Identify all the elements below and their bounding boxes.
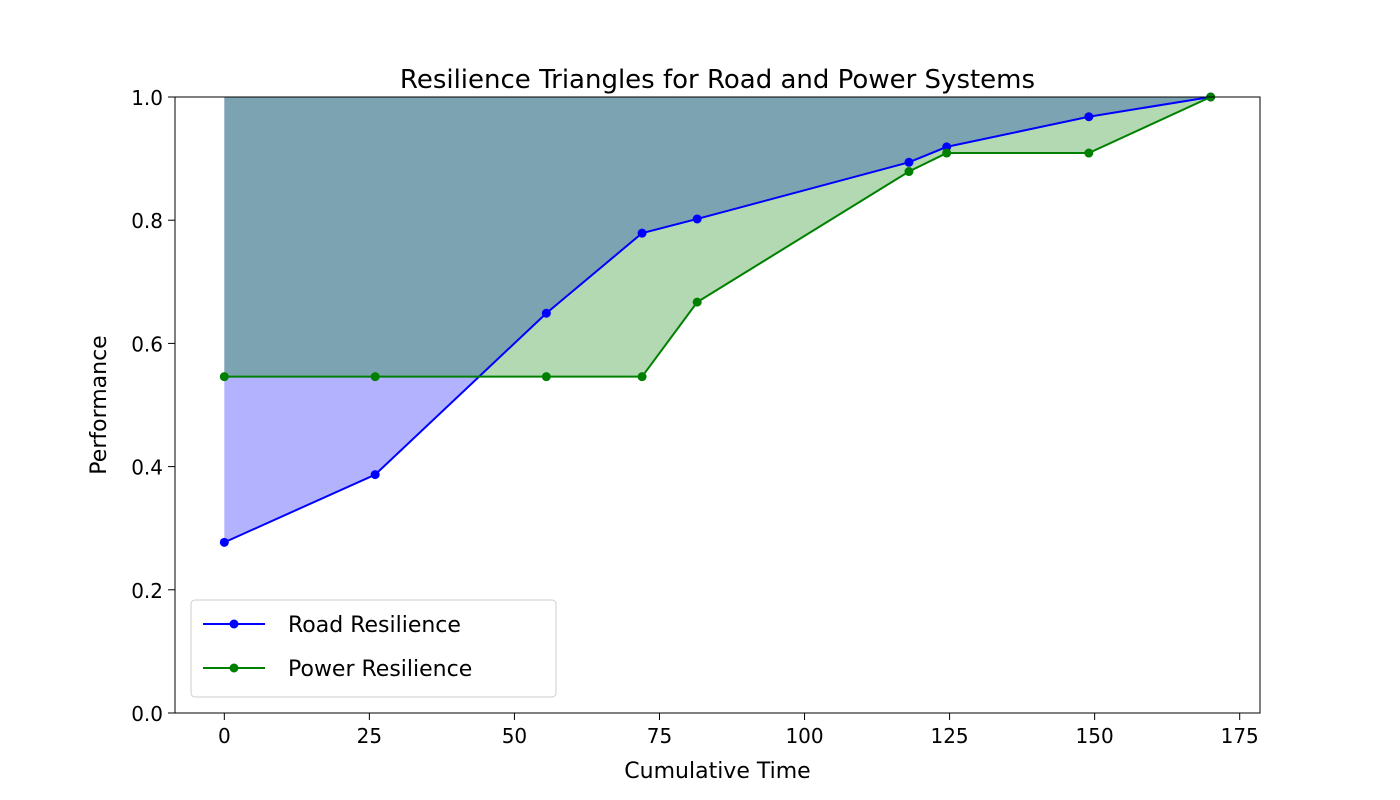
x-tick-label: 175 (1221, 724, 1259, 748)
x-tick-label: 100 (785, 724, 823, 748)
data-point-s1-1 (370, 470, 380, 480)
fill-areas (224, 97, 1211, 543)
legend: Road Resilience Power Resilience (190, 599, 557, 698)
data-point-s1-2 (541, 308, 551, 318)
data-point-s1-3 (637, 228, 647, 238)
data-point-s2-7 (1084, 148, 1094, 158)
x-tick-label: 50 (502, 724, 527, 748)
data-point-s2-1 (370, 372, 380, 382)
y-tick-label: 0.2 (131, 579, 163, 603)
x-tick-label: 125 (930, 724, 968, 748)
data-point-s1-0 (219, 537, 229, 547)
x-tick-label: 150 (1076, 724, 1114, 748)
legend-label: Road Resilience (288, 613, 461, 638)
y-tick-label: 1.0 (131, 86, 163, 110)
data-point-s1-5 (904, 157, 914, 167)
data-point-s2-6 (942, 148, 952, 158)
data-point-s1-4 (692, 214, 702, 224)
x-axis-ticks: 0 25 50 75 100 125 150 175 (218, 713, 1259, 748)
plot-area-frame (174, 96, 1261, 714)
series-markers (219, 92, 1216, 547)
y-axis-label: Performance (87, 335, 112, 474)
legend-box (190, 599, 557, 698)
legend-swatch-marker (229, 619, 239, 629)
fill-area-2 (224, 97, 1211, 377)
data-point-s1-7 (1084, 112, 1094, 122)
x-axis-label: Cumulative Time (624, 759, 810, 784)
data-point-s2-2 (541, 372, 551, 382)
y-axis-ticks: 0.0 0.2 0.4 0.6 0.8 1.0 (131, 86, 175, 726)
fill-area-1 (224, 97, 1211, 543)
legend-label: Power Resilience (288, 657, 472, 682)
x-tick-label: 25 (357, 724, 382, 748)
data-point-s2-5 (904, 167, 914, 177)
legend-swatch-marker (229, 663, 239, 673)
chart-title: Resilience Triangles for Road and Power … (400, 65, 1035, 95)
y-tick-label: 0.0 (131, 702, 163, 726)
y-tick-label: 0.4 (131, 456, 163, 480)
data-point-s2-4 (692, 297, 702, 307)
data-point-s2-0 (219, 372, 229, 382)
x-tick-label: 0 (218, 724, 231, 748)
data-point-s1-6 (942, 142, 952, 152)
y-tick-label: 0.8 (131, 209, 163, 233)
data-point-s2-3 (637, 372, 647, 382)
y-tick-label: 0.6 (131, 332, 163, 356)
x-tick-label: 75 (647, 724, 672, 748)
